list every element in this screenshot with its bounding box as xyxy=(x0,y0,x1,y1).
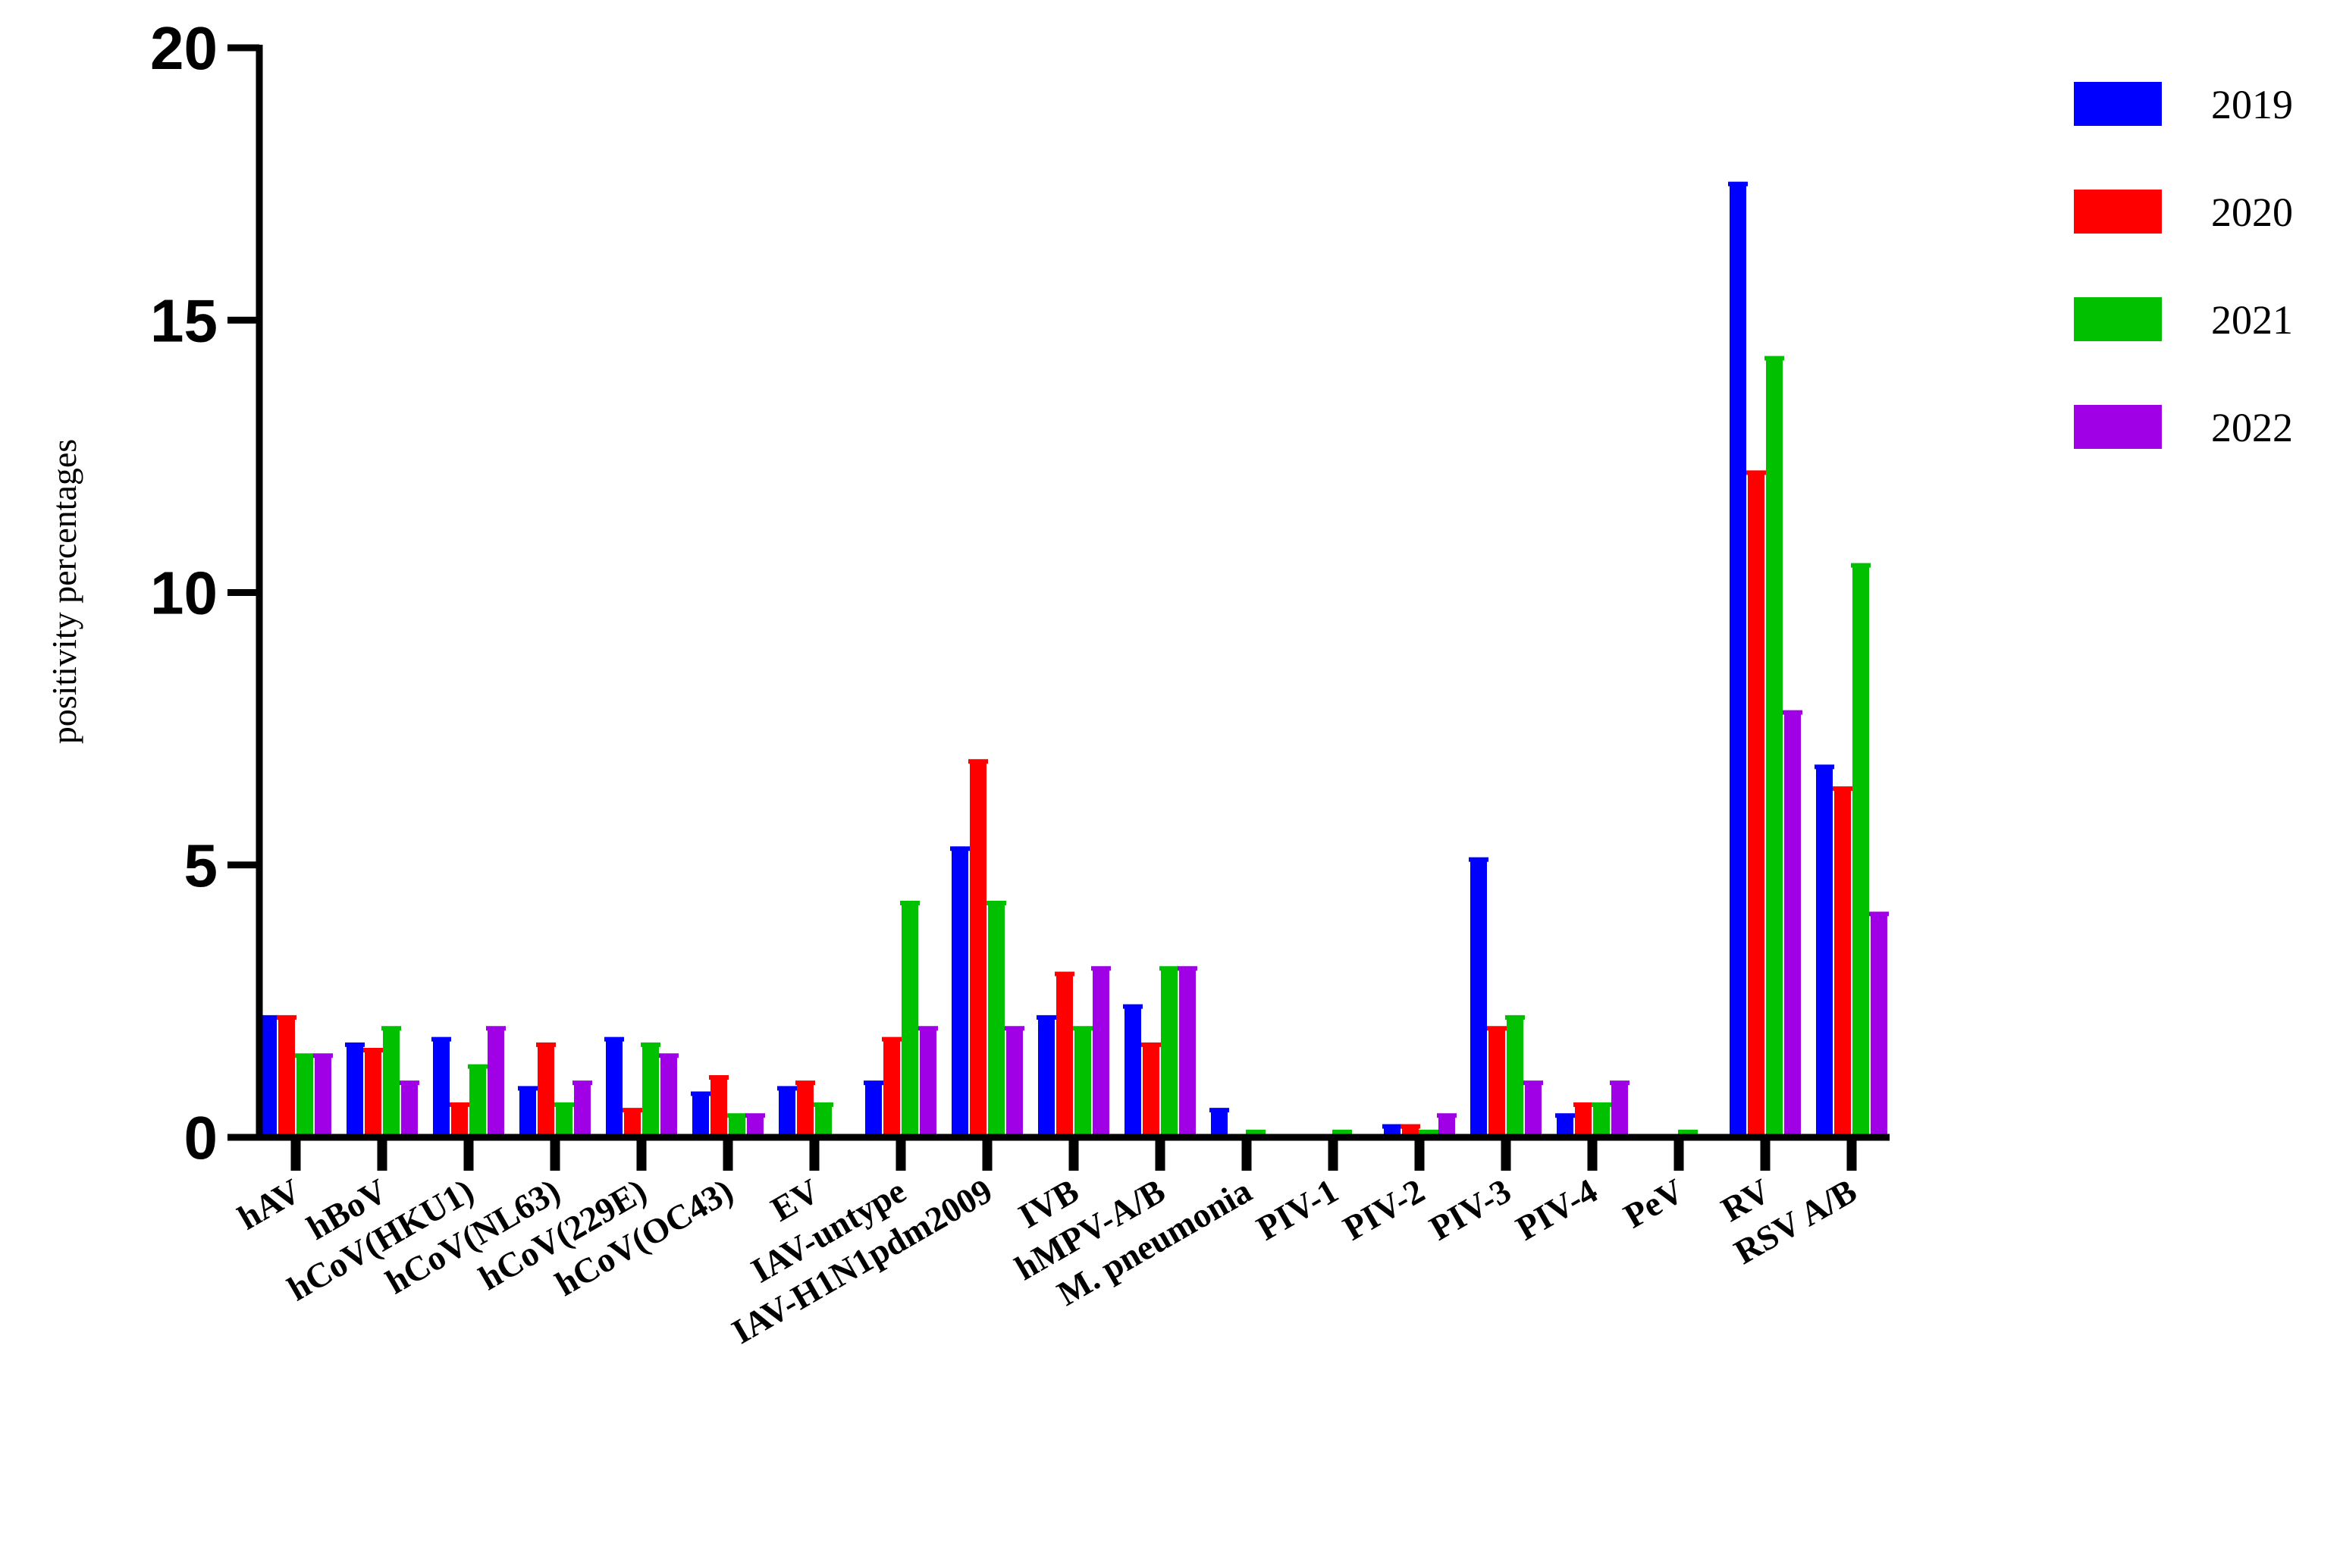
bar-2021-EV xyxy=(815,1104,832,1137)
legend-label-2021: 2021 xyxy=(2211,297,2293,343)
x-tick-label: PIV-2 xyxy=(1337,1171,1431,1247)
legend-swatch-2021 xyxy=(2074,297,2162,341)
bar-2022-hMPV-A/B xyxy=(1179,968,1196,1137)
y-tick-label: 10 xyxy=(150,560,218,627)
legend-swatch-2022 xyxy=(2074,405,2162,449)
bar-2021-RSV A/B xyxy=(1852,565,1869,1137)
bars-group xyxy=(259,181,1889,1137)
bar-2020-hMPV-A/B xyxy=(1143,1044,1159,1137)
bar-2021-PIV-3 xyxy=(1507,1017,1523,1137)
bar-2019-IAV-untype xyxy=(865,1083,882,1137)
bar-2022-hCoV(229E) xyxy=(660,1055,677,1137)
bar-2022-hAV xyxy=(315,1055,331,1137)
legend-label-2019: 2019 xyxy=(2211,82,2293,127)
bar-2022-PIV-3 xyxy=(1525,1083,1542,1137)
bar-2020-PIV-3 xyxy=(1488,1028,1505,1137)
bar-2021-hCoV(OC43) xyxy=(729,1115,745,1137)
y-axis-label: positivity percentages xyxy=(45,439,83,744)
legend-swatch-2020 xyxy=(2074,190,2162,234)
y-tick-label: 0 xyxy=(184,1104,218,1171)
bar-2022-IVB xyxy=(1093,968,1109,1137)
x-tick-label: PIV-3 xyxy=(1423,1171,1517,1247)
bar-2020-hCoV(NL63) xyxy=(538,1044,554,1137)
bar-2020-hBoV xyxy=(365,1050,381,1137)
bar-2021-RV xyxy=(1766,358,1783,1137)
bar-2022-IAV-H1N1pdm2009 xyxy=(1006,1028,1023,1137)
bar-2019-EV xyxy=(779,1088,795,1137)
bar-2019-PIV-3 xyxy=(1470,859,1487,1137)
bar-2020-RSV A/B xyxy=(1834,789,1851,1137)
bar-2022-hCoV(HKU1) xyxy=(488,1028,504,1137)
bar-2019-hAV xyxy=(260,1017,277,1137)
bar-2021-hCoV(NL63) xyxy=(556,1104,572,1137)
bar-2021-PIV-4 xyxy=(1593,1104,1610,1137)
legend-swatch-2019 xyxy=(2074,82,2162,126)
x-tick-label: hAV xyxy=(231,1171,307,1237)
bar-2021-hAV xyxy=(296,1055,313,1137)
bar-2019-hMPV-A/B xyxy=(1125,1006,1141,1137)
bar-2019-M. pneumonia xyxy=(1211,1110,1228,1137)
bar-2019-RV xyxy=(1730,183,1746,1137)
bar-2019-PIV-4 xyxy=(1557,1115,1573,1137)
bar-2020-IVB xyxy=(1056,974,1073,1137)
bar-2020-RV xyxy=(1748,472,1764,1137)
bar-2019-IAV-H1N1pdm2009 xyxy=(952,848,968,1137)
bar-2019-RSV A/B xyxy=(1816,767,1833,1137)
bar-2022-RSV A/B xyxy=(1871,914,1887,1137)
bar-2021-IAV-H1N1pdm2009 xyxy=(988,903,1005,1137)
legend-label-2020: 2020 xyxy=(2211,190,2293,235)
bar-2022-IAV-untype xyxy=(920,1028,936,1137)
bar-2021-hCoV(229E) xyxy=(642,1044,659,1137)
bar-2020-IAV-H1N1pdm2009 xyxy=(970,761,987,1137)
y-tick-label: 15 xyxy=(150,287,218,354)
bar-2020-hAV xyxy=(278,1017,295,1137)
bar-2020-hCoV(HKU1) xyxy=(451,1104,468,1137)
bar-2021-IAV-untype xyxy=(902,903,918,1137)
y-tick-label: 5 xyxy=(184,832,218,899)
x-tick-label: PeV xyxy=(1617,1171,1690,1235)
bar-2020-hCoV(229E) xyxy=(624,1110,641,1137)
bar-2019-IVB xyxy=(1038,1017,1055,1137)
bar-2021-hBoV xyxy=(383,1028,400,1137)
bar-2021-hCoV(HKU1) xyxy=(469,1066,486,1137)
bar-2022-hCoV(OC43) xyxy=(747,1115,764,1137)
bar-2019-hBoV xyxy=(347,1044,363,1137)
y-tick-label: 20 xyxy=(150,14,218,82)
bar-2020-EV xyxy=(797,1083,814,1137)
bar-2019-hCoV(NL63) xyxy=(519,1088,536,1137)
bar-2022-PIV-2 xyxy=(1438,1115,1455,1137)
bar-2020-hCoV(OC43) xyxy=(710,1077,727,1137)
bar-2019-hCoV(OC43) xyxy=(692,1093,709,1137)
bar-2022-hCoV(NL63) xyxy=(574,1083,591,1137)
axes-group: 05101520hAVhBoVhCoV(HKU1)hCoV(NL63)hCoV(… xyxy=(150,14,1890,1351)
bar-2020-PIV-4 xyxy=(1575,1104,1592,1137)
bar-2020-IAV-untype xyxy=(883,1039,900,1137)
bar-2019-hCoV(229E) xyxy=(606,1039,623,1137)
bar-2019-hCoV(HKU1) xyxy=(433,1039,450,1137)
legend-label-2022: 2022 xyxy=(2211,405,2293,450)
bar-2022-hBoV xyxy=(401,1083,418,1137)
legend: 2019 2020 2021 2022 xyxy=(2074,82,2293,450)
bar-2021-IVB xyxy=(1074,1028,1091,1137)
bar-2022-PIV-4 xyxy=(1611,1083,1628,1137)
bar-2021-hMPV-A/B xyxy=(1161,968,1178,1137)
x-tick-label: PIV-1 xyxy=(1250,1171,1344,1247)
bar-2022-RV xyxy=(1784,712,1801,1137)
x-tick-label: PIV-4 xyxy=(1510,1171,1604,1247)
